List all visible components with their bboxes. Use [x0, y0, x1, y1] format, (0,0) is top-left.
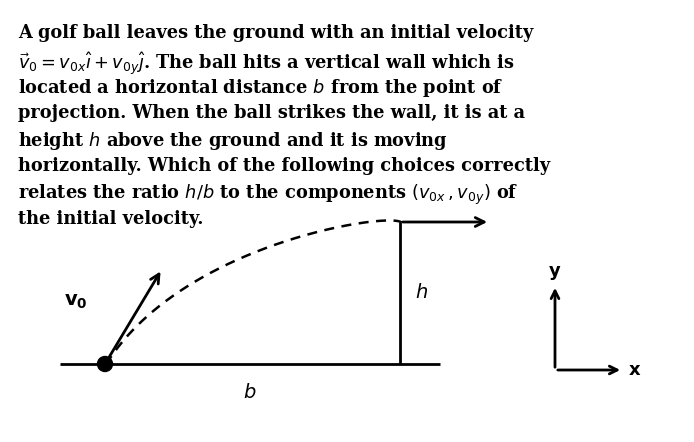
- Text: horizontally. Which of the following choices correctly: horizontally. Which of the following cho…: [18, 156, 550, 175]
- Text: projection. When the ball strikes the wall, it is at a: projection. When the ball strikes the wa…: [18, 103, 525, 122]
- Text: $\mathbf{x}$: $\mathbf{x}$: [628, 361, 641, 379]
- Text: $\mathbf{v_0}$: $\mathbf{v_0}$: [65, 293, 88, 311]
- Text: relates the ratio $h/b$ to the components $(v_{0x}\,,v_{0y})$ of: relates the ratio $h/b$ to the component…: [18, 183, 518, 207]
- Text: $h$: $h$: [415, 283, 428, 302]
- Text: $\vec{v}_0 = v_{0x}\hat{\imath} + v_{0y}\hat{\jmath}$. The ball hits a vertical : $\vec{v}_0 = v_{0x}\hat{\imath} + v_{0y}…: [18, 50, 515, 77]
- Text: located a horizontal distance $b$ from the point of: located a horizontal distance $b$ from t…: [18, 77, 503, 99]
- Circle shape: [97, 357, 112, 371]
- Text: A golf ball leaves the ground with an initial velocity: A golf ball leaves the ground with an in…: [18, 24, 533, 42]
- Text: height $h$ above the ground and it is moving: height $h$ above the ground and it is mo…: [18, 130, 448, 152]
- Text: $\mathbf{y}$: $\mathbf{y}$: [548, 264, 561, 282]
- Text: $b$: $b$: [244, 382, 257, 401]
- Text: the initial velocity.: the initial velocity.: [18, 210, 203, 228]
